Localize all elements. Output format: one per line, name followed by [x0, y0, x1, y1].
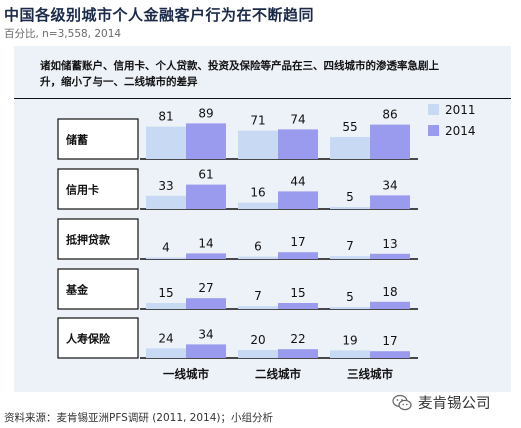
legend-label: 2011 [445, 103, 476, 117]
data-label: 22 [290, 332, 305, 346]
data-label: 17 [382, 334, 397, 348]
row-label: 信用卡 [66, 183, 99, 197]
row-label: 基金 [65, 283, 89, 297]
data-label: 27 [198, 281, 213, 295]
bar-2011 [238, 130, 278, 159]
data-label: 86 [382, 108, 397, 122]
watermark-text: 麦肯锡公司 [418, 396, 491, 412]
bar-2014 [186, 298, 226, 309]
data-label: 55 [342, 120, 357, 134]
bar-2011 [330, 256, 370, 259]
bar-2014 [278, 349, 318, 358]
data-label: 71 [250, 114, 265, 128]
watermark: 麦肯锡公司 [392, 392, 491, 413]
x-tick-label: 三线城市 [347, 367, 393, 381]
data-label: 5 [346, 290, 354, 304]
legend-swatch [428, 104, 439, 115]
data-label: 20 [250, 333, 265, 347]
data-label: 5 [346, 190, 354, 204]
data-label: 13 [382, 237, 397, 251]
bar-2014 [370, 124, 410, 159]
data-label: 18 [382, 285, 397, 299]
data-label: 7 [254, 289, 262, 303]
data-label: 14 [198, 236, 213, 250]
data-label: 19 [342, 333, 357, 347]
chart-banner: 诸如储蓄账户、信用卡、个人贷款、投资及保险等产品在三、四线城市的渗透率急剧上升，… [14, 46, 511, 99]
data-label: 44 [290, 174, 305, 188]
row-label-box [57, 268, 139, 310]
bar-2011 [146, 348, 186, 358]
legend-swatch [428, 125, 439, 136]
row-label-box [57, 118, 139, 160]
bar-2014 [370, 351, 410, 358]
data-label: 16 [250, 186, 265, 200]
data-label: 89 [198, 106, 213, 120]
data-label: 24 [158, 331, 173, 345]
data-label: 15 [158, 286, 173, 300]
x-tick-label: 一线城市 [163, 367, 209, 381]
bar-2011 [330, 137, 370, 159]
banner-text: 诸如储蓄账户、信用卡、个人贷款、投资及保险等产品在三、四线城市的渗透率急剧上升，… [40, 60, 439, 88]
bar-2011 [146, 303, 186, 309]
bar-2011 [238, 256, 278, 259]
data-label: 4 [162, 240, 170, 254]
data-label: 7 [346, 239, 354, 253]
data-label: 81 [158, 110, 173, 124]
bar-2014 [186, 184, 226, 209]
bar-2011 [330, 350, 370, 358]
bar-2011 [146, 126, 186, 159]
bar-2011 [238, 306, 278, 309]
data-label: 15 [290, 286, 305, 300]
data-label: 34 [382, 178, 397, 192]
page-subtitle: 百分比, n=3,558, 2014 [4, 28, 122, 40]
data-label: 74 [290, 112, 305, 126]
row-label: 人寿保险 [66, 332, 111, 346]
bar-2014 [278, 191, 318, 209]
row-label: 储蓄 [66, 133, 88, 147]
bar-2011 [330, 207, 370, 209]
x-tick-label: 二线城市 [255, 367, 301, 381]
source-note: 资料来源：麦肯锡亚洲PFS调研 (2011, 2014)；小组分析 [4, 412, 274, 424]
bar-2014 [186, 123, 226, 159]
page-title: 中国各级别城市个人金融客户行为在不断趋同 [4, 6, 315, 24]
data-label: 17 [290, 235, 305, 249]
data-label: 34 [198, 327, 213, 341]
bar-2014 [370, 301, 410, 309]
legend-label: 2014 [445, 124, 476, 138]
bar-2014 [186, 344, 226, 358]
data-label: 61 [198, 168, 213, 182]
bar-2014 [370, 195, 410, 209]
bar-2014 [186, 253, 226, 259]
row-label-box [57, 317, 139, 359]
bar-2014 [278, 252, 318, 259]
wechat-icon [392, 394, 412, 410]
data-label: 6 [254, 240, 262, 254]
bar-2011 [146, 257, 186, 259]
bar-2014 [370, 253, 410, 259]
bar-2014 [278, 129, 318, 159]
bar-2011 [146, 195, 186, 209]
bar-2014 [278, 303, 318, 309]
row-label-box [57, 168, 139, 210]
bar-2011 [238, 202, 278, 209]
data-label: 33 [158, 179, 173, 193]
bar-2011 [238, 350, 278, 358]
row-label-box [57, 218, 139, 260]
bar-2011 [330, 307, 370, 309]
row-label: 抵押贷款 [66, 233, 111, 247]
